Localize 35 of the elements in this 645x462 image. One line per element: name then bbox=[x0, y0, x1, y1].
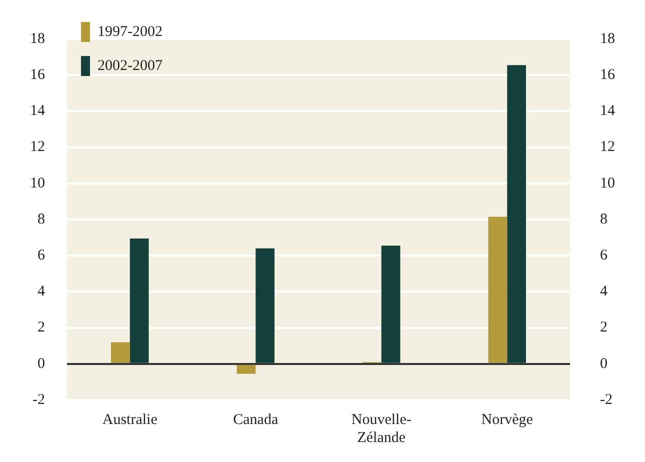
y2-tick-label: 0 bbox=[600, 356, 608, 372]
bar bbox=[130, 238, 149, 363]
legend-label: 1997-2002 bbox=[98, 24, 162, 40]
y2-tick-label: 18 bbox=[600, 30, 615, 47]
y2-tick-label: 12 bbox=[600, 139, 615, 156]
y-tick-label: 2 bbox=[38, 320, 45, 336]
y-tick-label: 12 bbox=[30, 139, 45, 156]
y-tick-label: 8 bbox=[38, 211, 45, 228]
y-tick-label: 16 bbox=[30, 67, 46, 84]
y2-tick-label: 6 bbox=[600, 248, 608, 264]
y2-tick-label: 14 bbox=[600, 103, 616, 120]
y2-tick-label: 2 bbox=[600, 320, 608, 336]
y2-tick-label: 16 bbox=[600, 67, 616, 84]
y-tick-label: 14 bbox=[30, 103, 46, 120]
y-tick-label: 0 bbox=[38, 356, 45, 372]
bar bbox=[236, 364, 256, 374]
y-tick-label: 6 bbox=[38, 248, 46, 264]
x-tick-label: Australie bbox=[102, 412, 158, 428]
bar bbox=[256, 248, 274, 363]
y-tick-label: -2 bbox=[32, 392, 45, 408]
y-tick-label: 4 bbox=[38, 284, 46, 300]
x-tick-label: Norvège bbox=[481, 412, 534, 428]
x-tick-label: Canada bbox=[233, 412, 278, 428]
bar bbox=[488, 216, 508, 363]
y2-tick-label: 8 bbox=[600, 211, 608, 228]
x-tick-label: Nouvelle-Zélande bbox=[351, 412, 412, 446]
y-tick-label: 18 bbox=[30, 30, 45, 47]
bar bbox=[381, 246, 400, 363]
y2-tick-label: 4 bbox=[600, 284, 608, 300]
y2-tick-label: 10 bbox=[600, 175, 615, 192]
y-tick-label: 10 bbox=[30, 175, 45, 192]
y2-tick-label: -2 bbox=[600, 392, 612, 408]
bar bbox=[111, 342, 130, 363]
bar bbox=[507, 65, 526, 363]
legend-label: 2002-2007 bbox=[98, 58, 163, 74]
